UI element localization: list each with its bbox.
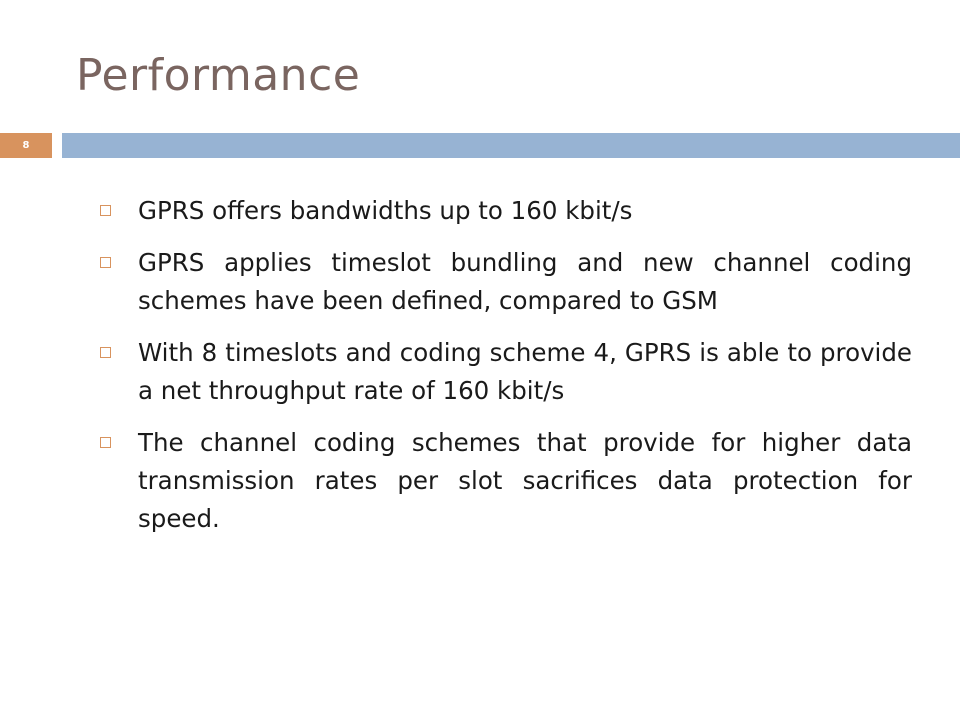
bullet-text: With 8 timeslots and coding scheme 4, GP… [138, 338, 912, 405]
bullet-list: GPRS offers bandwidths up to 160 kbit/s … [100, 192, 912, 552]
square-bullet-icon [100, 437, 111, 448]
bullet-item: The channel coding schemes that provide … [100, 424, 912, 538]
slide-title: Performance [76, 50, 361, 101]
bullet-item: With 8 timeslots and coding scheme 4, GP… [100, 334, 912, 410]
square-bullet-icon [100, 257, 111, 268]
square-bullet-icon [100, 205, 111, 216]
bullet-item: GPRS offers bandwidths up to 160 kbit/s [100, 192, 912, 230]
bullet-item: GPRS applies timeslot bundling and new c… [100, 244, 912, 320]
square-bullet-icon [100, 347, 111, 358]
bullet-text: The channel coding schemes that provide … [138, 428, 912, 533]
bullet-text: GPRS applies timeslot bundling and new c… [138, 248, 912, 315]
header-rule-bar [62, 133, 960, 158]
bullet-text: GPRS offers bandwidths up to 160 kbit/s [138, 196, 633, 225]
page-number-badge: 8 [0, 133, 52, 158]
